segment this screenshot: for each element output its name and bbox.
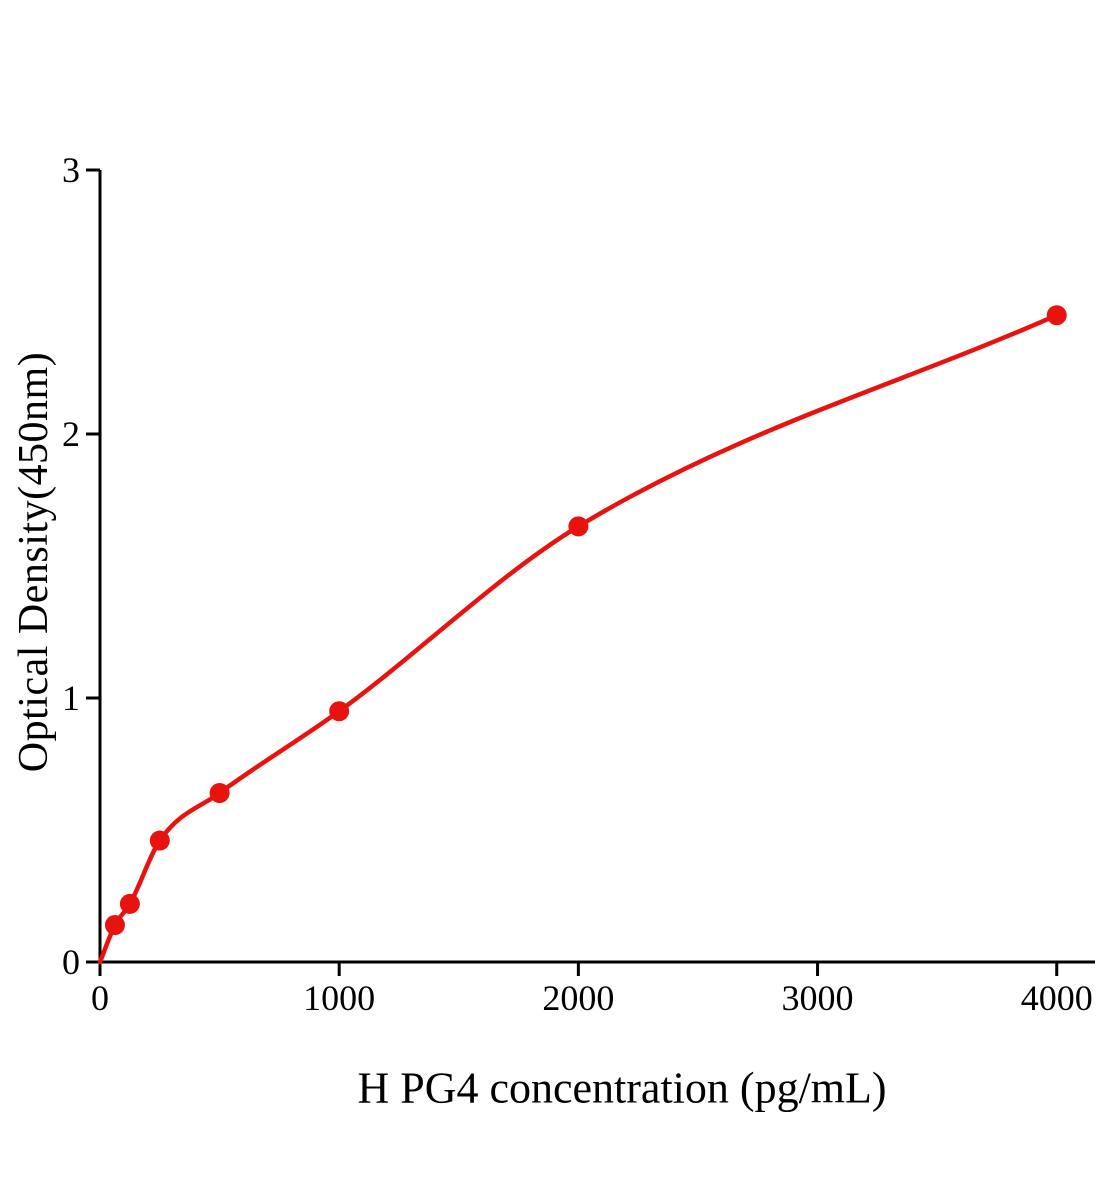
y-axis-title: Optical Density(450nm) <box>11 351 57 773</box>
x-tick-label: 4000 <box>1021 978 1093 1018</box>
data-point <box>119 893 140 914</box>
y-tick-label: 2 <box>62 414 80 454</box>
data-point <box>1046 305 1067 326</box>
data-point <box>568 516 589 537</box>
x-tick-label: 2000 <box>542 978 614 1018</box>
data-point <box>149 830 170 851</box>
x-tick-label: 3000 <box>782 978 854 1018</box>
y-tick-label: 3 <box>62 150 80 190</box>
data-point <box>104 915 125 936</box>
x-tick-label: 1000 <box>303 978 375 1018</box>
y-tick-label: 1 <box>62 678 80 718</box>
x-axis-title: H PG4 concentration (pg/mL) <box>357 1063 887 1113</box>
data-point <box>209 783 230 804</box>
fit-curve <box>97 312 1059 965</box>
y-tick-label: 0 <box>62 942 80 982</box>
x-tick-label: 0 <box>91 978 109 1018</box>
data-point <box>329 701 350 722</box>
